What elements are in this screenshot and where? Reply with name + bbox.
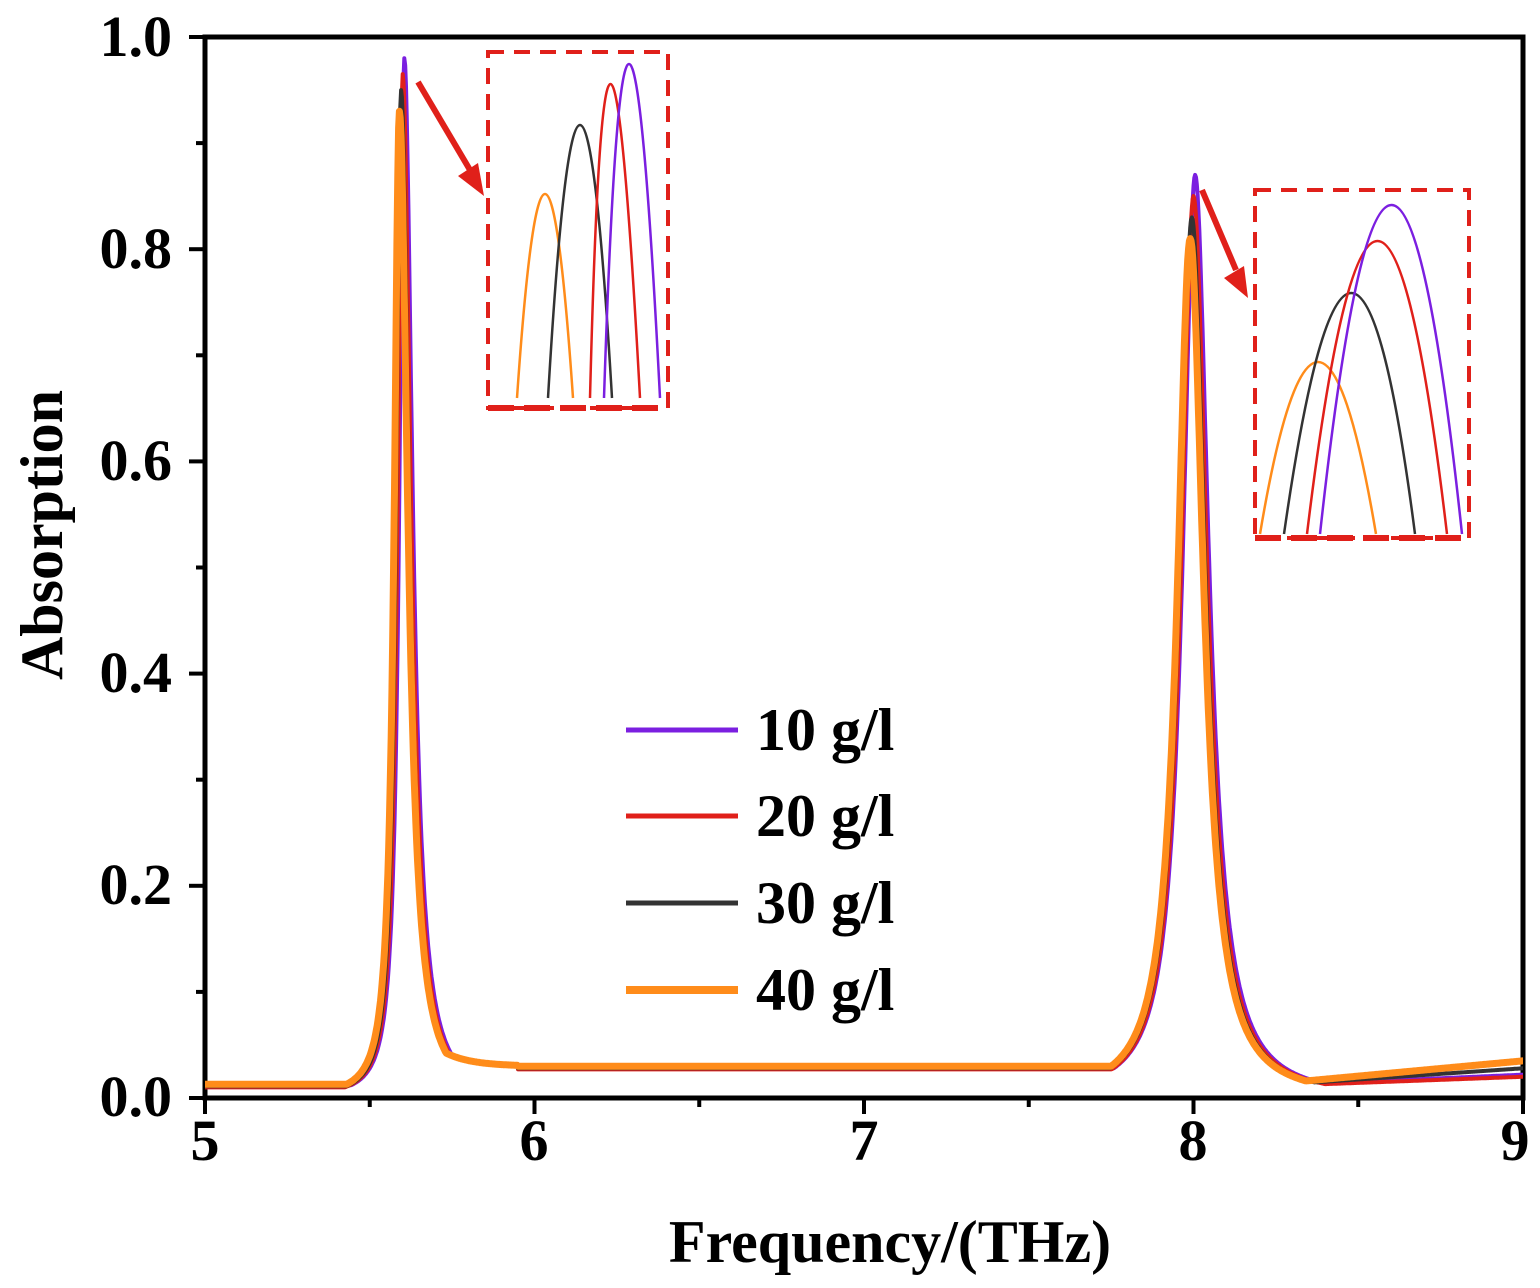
ticks-layer: [189, 35, 1525, 1114]
y-axis-title: Absorption: [9, 390, 75, 680]
inset-peak-2: [1253, 188, 1471, 541]
inset-1-curve-20: [588, 82, 642, 399]
legend-item-30: 30 g/l: [626, 870, 894, 936]
inset-box-2: [1253, 188, 1471, 540]
y-tick-label-5: 1.0: [100, 4, 173, 69]
legend-item-20: 20 g/l: [626, 783, 894, 849]
legend-label-40: 40 g/l: [756, 957, 894, 1023]
arrow-1: [415, 80, 484, 196]
legend-label-20: 20 g/l: [756, 783, 894, 849]
inset-1-curve-40: [515, 192, 575, 399]
x-tick-label-2: 7: [850, 1108, 879, 1173]
legend-item-10: 10 g/l: [626, 697, 894, 763]
arrow-2: [1199, 188, 1248, 298]
inset-2-curve-10: [1318, 204, 1464, 535]
x-axis-title: Frequency/(THz): [669, 1209, 1111, 1275]
y-tick-label-0: 0.0: [100, 1064, 173, 1129]
inset-2-curve-20: [1305, 240, 1449, 535]
inset-peak-1: [486, 50, 670, 411]
y-tick-label-2: 0.4: [100, 640, 173, 705]
legend-item-40: 40 g/l: [626, 957, 894, 1023]
inset-box-1: [486, 50, 670, 410]
legend: 10 g/l 20 g/l 30 g/l 40 g/l: [626, 697, 894, 1023]
y-tick-label-4: 0.8: [100, 216, 173, 281]
x-tick-label-1: 6: [520, 1108, 549, 1173]
y-tick-label-1: 0.2: [100, 852, 173, 917]
y-tick-label-3: 0.6: [100, 428, 173, 493]
x-tick-label-3: 8: [1179, 1108, 1208, 1173]
series-line-40-g-l: [202, 107, 1526, 1088]
inset-1-curve-10: [602, 63, 662, 399]
legend-label-30: 30 g/l: [756, 870, 894, 936]
legend-label-10: 10 g/l: [756, 697, 894, 763]
inset-1-curve-30: [546, 123, 614, 399]
inset-2-curve-30: [1282, 292, 1417, 535]
x-tick-label-4: 9: [1501, 1108, 1530, 1173]
x-tick-label-0: 5: [191, 1108, 220, 1173]
inset-2-curve-40: [1258, 361, 1378, 535]
curves-layer: [202, 56, 1526, 1090]
